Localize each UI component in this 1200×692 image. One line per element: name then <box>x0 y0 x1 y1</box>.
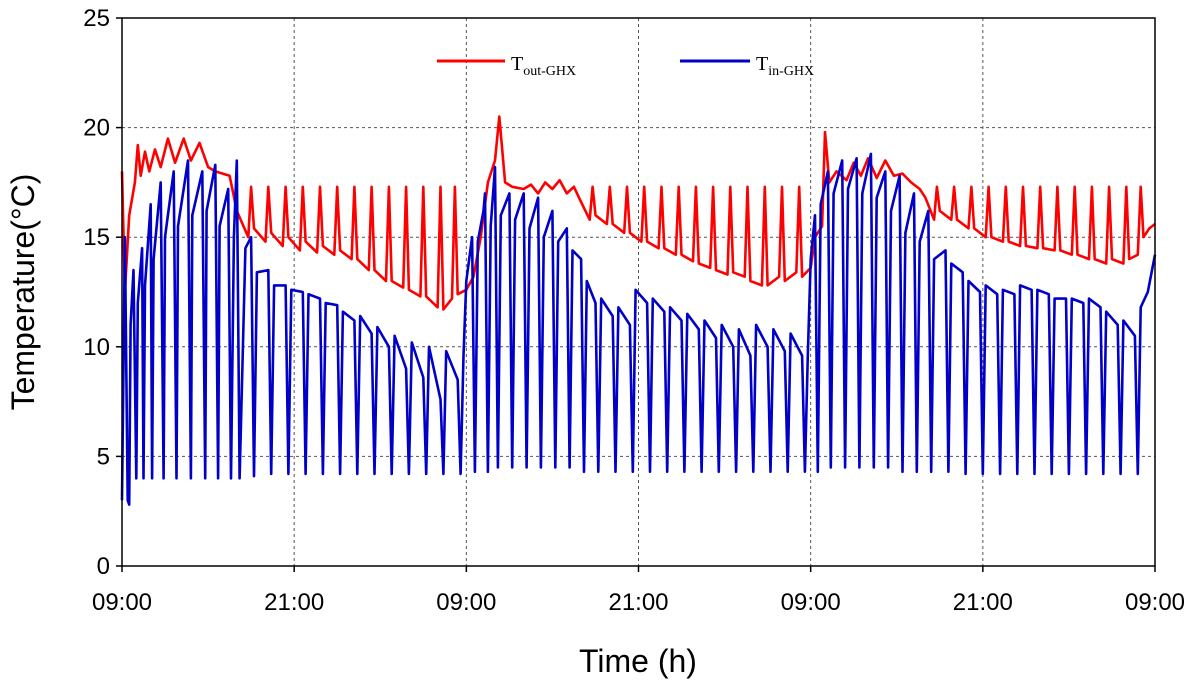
x-tick-label: 21:00 <box>608 589 668 616</box>
x-tick-label: 21:00 <box>953 589 1013 616</box>
legend: Tout-GHX Tin-GHX <box>437 53 814 79</box>
y-tick-label: 20 <box>83 115 110 142</box>
y-tick-label: 25 <box>83 5 110 32</box>
series-line-tin-ghx <box>120 152 1157 506</box>
y-axis-title: Temperature(°C) <box>5 174 41 411</box>
legend-label: Tin-GHX <box>756 53 814 79</box>
y-tick-label: 5 <box>97 443 110 470</box>
x-tick-label: 21:00 <box>264 589 324 616</box>
y-tick-label: 15 <box>83 224 110 251</box>
x-tick-label: 09:00 <box>1125 589 1185 616</box>
series-lines <box>120 115 1157 506</box>
legend-item: Tout-GHX <box>437 53 576 79</box>
grid-lines <box>122 18 1155 566</box>
x-axis-title: Time (h) <box>579 643 697 679</box>
x-tick-label: 09:00 <box>781 589 841 616</box>
axis-ticks: 0 5 10 15 20 25 09:00 21:00 09:00 21:00 09:00 21:00… <box>83 5 1185 616</box>
x-tick-label: 09:00 <box>436 589 496 616</box>
y-tick-label: 10 <box>83 334 110 361</box>
legend-item: Tin-GHX <box>680 53 814 79</box>
legend-label: Tout-GHX <box>511 53 576 79</box>
x-tick-label: 09:00 <box>92 589 152 616</box>
series-line-tout-ghx <box>120 115 1156 311</box>
y-tick-label: 0 <box>97 553 110 580</box>
